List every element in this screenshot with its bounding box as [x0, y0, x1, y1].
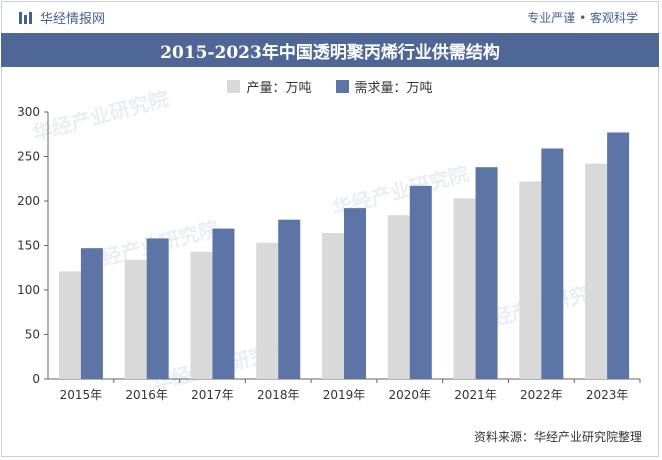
bar-production — [519, 181, 542, 379]
bar-production — [322, 233, 344, 379]
bar-demand — [541, 148, 564, 379]
legend-swatch-production — [227, 79, 241, 93]
x-tick-label: 2016年 — [125, 388, 168, 402]
bar-production — [387, 215, 410, 379]
bar-production — [585, 163, 608, 379]
x-tick-label: 2015年 — [60, 388, 103, 402]
y-tick-label: 300 — [17, 105, 40, 119]
y-tick-label: 0 — [32, 372, 40, 386]
y-tick-label: 50 — [25, 328, 40, 342]
bar-demand — [212, 228, 235, 379]
chart-title: 2015-2023年中国透明聚丙烯行业供需结构 — [1, 33, 659, 67]
x-tick-label: 2017年 — [191, 388, 234, 402]
x-tick-label: 2019年 — [323, 388, 366, 402]
bar-production — [124, 259, 147, 379]
y-tick-label: 200 — [17, 194, 40, 208]
legend-swatch-demand — [335, 79, 349, 93]
x-tick-label: 2020年 — [389, 388, 432, 402]
legend: 产量：万吨 需求量：万吨 — [0, 76, 660, 96]
bar-demand — [146, 238, 169, 379]
top-bar: 华经情报网 专业严谨 • 客观科学 — [0, 0, 660, 34]
bar-demand — [80, 248, 103, 379]
y-tick-label: 100 — [17, 283, 40, 297]
bar-production — [190, 251, 213, 379]
bar-demand — [607, 132, 630, 379]
source-note: 资料来源：华经产业研究院整理 — [473, 430, 642, 444]
bar-production — [453, 198, 476, 379]
legend-item-production: 产量：万吨 — [227, 76, 312, 96]
bar-demand — [475, 167, 498, 379]
bar-demand — [409, 185, 432, 379]
y-tick-label: 250 — [17, 150, 40, 164]
x-tick-label: 2021年 — [454, 388, 497, 402]
x-tick-label: 2022年 — [520, 388, 563, 402]
legend-item-demand: 需求量：万吨 — [335, 76, 433, 96]
legend-label-production: 产量：万吨 — [246, 80, 312, 96]
slogan: 专业严谨 • 客观科学 — [527, 11, 638, 25]
bar-demand — [344, 208, 366, 379]
bar-production — [58, 271, 81, 379]
y-tick-label: 150 — [17, 239, 40, 253]
legend-label-demand: 需求量：万吨 — [354, 80, 433, 96]
x-tick-label: 2018年 — [257, 388, 300, 402]
bar-production — [256, 242, 279, 379]
bar-demand — [278, 219, 301, 379]
brand-name: 华经情报网 — [40, 12, 106, 27]
x-tick-label: 2023年 — [586, 388, 629, 402]
brand: 华经情报网 — [18, 8, 105, 27]
brand-logo-icon — [19, 11, 32, 24]
